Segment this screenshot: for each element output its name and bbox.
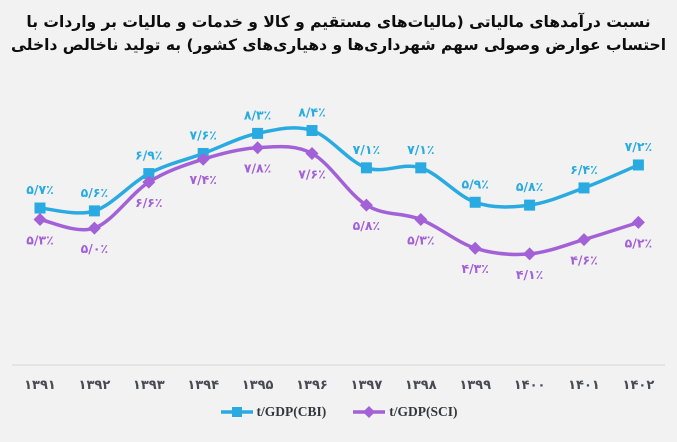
square-marker xyxy=(252,127,264,139)
chart-title: نسبت درآمدهای مالیاتی (مالیات‌های مستقیم… xyxy=(0,11,677,57)
cbi-line-square-marker-icon xyxy=(220,407,253,417)
x-tick-label: ۱۳۹۵ xyxy=(242,378,274,393)
sci-line-diamond-marker-icon xyxy=(353,406,386,418)
square-marker xyxy=(415,162,427,174)
square-marker xyxy=(143,168,155,180)
x-tick-label: ۱۳۹۱ xyxy=(24,378,56,393)
data-label: ۴/۳٪ xyxy=(461,261,488,276)
x-tick-label: ۱۴۰۱ xyxy=(568,378,600,393)
diamond-marker xyxy=(577,233,591,247)
chart-legend: t/GDP(CBI) t/GDP(SCI) xyxy=(0,404,677,420)
data-label: ۵/۸٪ xyxy=(516,179,543,194)
legend-label-cbi: t/GDP(CBI) xyxy=(256,404,327,419)
data-label: ۷/۸٪ xyxy=(244,161,271,176)
data-label: ۷/۶٪ xyxy=(298,166,325,181)
diamond-marker xyxy=(142,175,156,189)
x-tick-label: ۱۳۹۲ xyxy=(79,378,111,393)
x-tick-label: ۱۳۹۶ xyxy=(296,378,328,393)
data-label: ۸/۳٪ xyxy=(244,107,271,122)
diamond-marker xyxy=(33,212,47,226)
x-tick-label: ۱۳۹۳ xyxy=(133,378,165,393)
data-label: ۵/۳٪ xyxy=(26,232,53,247)
diamond-marker xyxy=(87,221,101,235)
diamond-marker xyxy=(414,212,428,226)
data-label: ۴/۶٪ xyxy=(570,253,597,268)
chart-title-line-1: نسبت درآمدهای مالیاتی (مالیات‌های مستقیم… xyxy=(26,13,651,31)
x-tick-label: ۱۴۰۰ xyxy=(514,378,546,393)
data-label: ۵/۸٪ xyxy=(353,218,380,233)
data-label: ۶/۴٪ xyxy=(570,162,597,177)
square-marker xyxy=(306,125,318,137)
square-marker xyxy=(469,196,481,208)
diamond-marker xyxy=(523,247,537,261)
data-label: ۷/۱٪ xyxy=(353,142,380,157)
diamond-marker xyxy=(196,152,210,166)
square-marker xyxy=(34,202,46,214)
data-label: ۸/۴٪ xyxy=(298,105,325,120)
data-label: ۷/۲٪ xyxy=(625,139,652,154)
square-marker xyxy=(524,199,536,211)
diamond-marker xyxy=(251,141,265,155)
data-label: ۵/۳٪ xyxy=(407,232,434,247)
data-label: ۶/۶٪ xyxy=(135,195,162,210)
legend-item-cbi: t/GDP(CBI) xyxy=(220,404,327,420)
data-label: ۵/۰٪ xyxy=(81,241,108,256)
data-label: ۷/۴٪ xyxy=(189,172,216,187)
legend-label-sci: t/GDP(SCI) xyxy=(389,404,458,419)
x-tick-label: ۱۳۹۴ xyxy=(187,378,219,393)
diamond-marker xyxy=(305,146,319,160)
diamond-marker xyxy=(468,241,482,255)
chart-title-line-2: احتساب عوارض وصولی سهم شهرداری‌ها و دهیا… xyxy=(10,36,667,54)
diamond-marker xyxy=(359,198,373,212)
data-label: ۵/۶٪ xyxy=(81,185,108,200)
line-chart-canvas: ۱۳۹۱ ۱۳۹۲ ۱۳۹۳ ۱۳۹۴ ۱۳۹۵ ۱۳۹۶ ۱۳۹۷ ۱۳۹۸ ۱۳۹۹ ۱۴۰۰… xyxy=(12,105,665,393)
data-label: ۴/۱٪ xyxy=(516,267,543,282)
x-tick-label: ۱۳۹۹ xyxy=(459,378,491,393)
square-marker xyxy=(88,205,100,217)
data-label: ۵/۹٪ xyxy=(461,176,488,191)
x-tick-label: ۱۳۹۸ xyxy=(405,378,437,393)
x-tick-label: ۱۳۹۷ xyxy=(351,378,383,393)
legend-item-sci: t/GDP(SCI) xyxy=(352,404,458,420)
data-label: ۷/۶٪ xyxy=(189,127,216,142)
diamond-marker xyxy=(631,215,645,229)
data-label: ۷/۱٪ xyxy=(407,142,434,157)
square-marker xyxy=(578,182,590,194)
x-tick-label: ۱۴۰۲ xyxy=(623,378,655,393)
square-marker xyxy=(632,159,644,171)
data-label: ۶/۹٪ xyxy=(135,148,162,163)
data-label: ۵/۲٪ xyxy=(625,235,652,250)
square-marker xyxy=(360,162,372,174)
data-label: ۵/۷٪ xyxy=(26,182,53,197)
